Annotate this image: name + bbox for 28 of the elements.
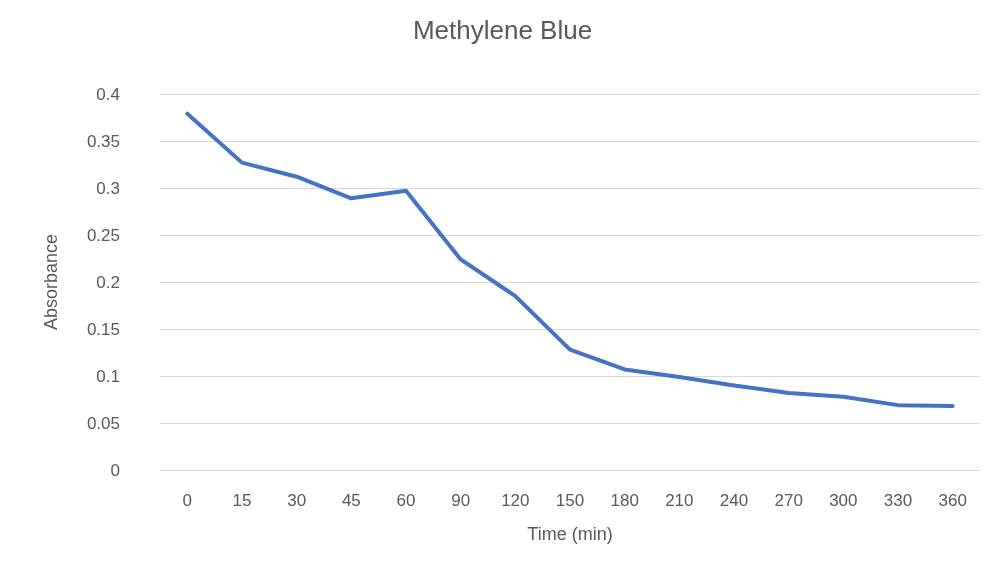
x-tick-label: 330 <box>883 491 913 510</box>
x-tick-label: 90 <box>451 491 471 510</box>
x-tick-label: 240 <box>719 491 749 510</box>
y-tick-label: 0.15 <box>86 319 120 339</box>
y-tick-label: 0 <box>110 460 120 480</box>
x-tick-label: 120 <box>501 491 530 510</box>
y-axis-title: Absorbance <box>41 233 61 331</box>
chart-title: Methylene Blue <box>412 15 593 45</box>
y-tick-label: 0.3 <box>96 178 120 198</box>
x-tick-label: 210 <box>665 491 694 510</box>
x-tick-label: 45 <box>341 491 361 510</box>
x-tick-label: 30 <box>287 491 307 510</box>
x-tick-label: 0 <box>182 491 193 510</box>
y-tick-label: 0.05 <box>86 413 120 433</box>
y-tick-label: 0.4 <box>96 84 120 104</box>
x-axis-title: Time (min) <box>527 524 613 544</box>
x-tick-label: 60 <box>396 491 416 510</box>
x-tick-label: 180 <box>610 491 639 510</box>
y-tick-label: 0.35 <box>86 131 120 151</box>
x-tick-label: 150 <box>555 491 585 510</box>
x-tick-label: 270 <box>774 491 803 510</box>
y-tick-label: 0.25 <box>86 225 120 245</box>
x-tick-label: 15 <box>232 491 252 510</box>
x-tick-label: 360 <box>938 491 967 510</box>
y-tick-label: 0.1 <box>96 366 120 386</box>
x-tick-label: 300 <box>829 491 858 510</box>
y-tick-label: 0.2 <box>96 272 120 292</box>
line-series <box>185 111 955 409</box>
